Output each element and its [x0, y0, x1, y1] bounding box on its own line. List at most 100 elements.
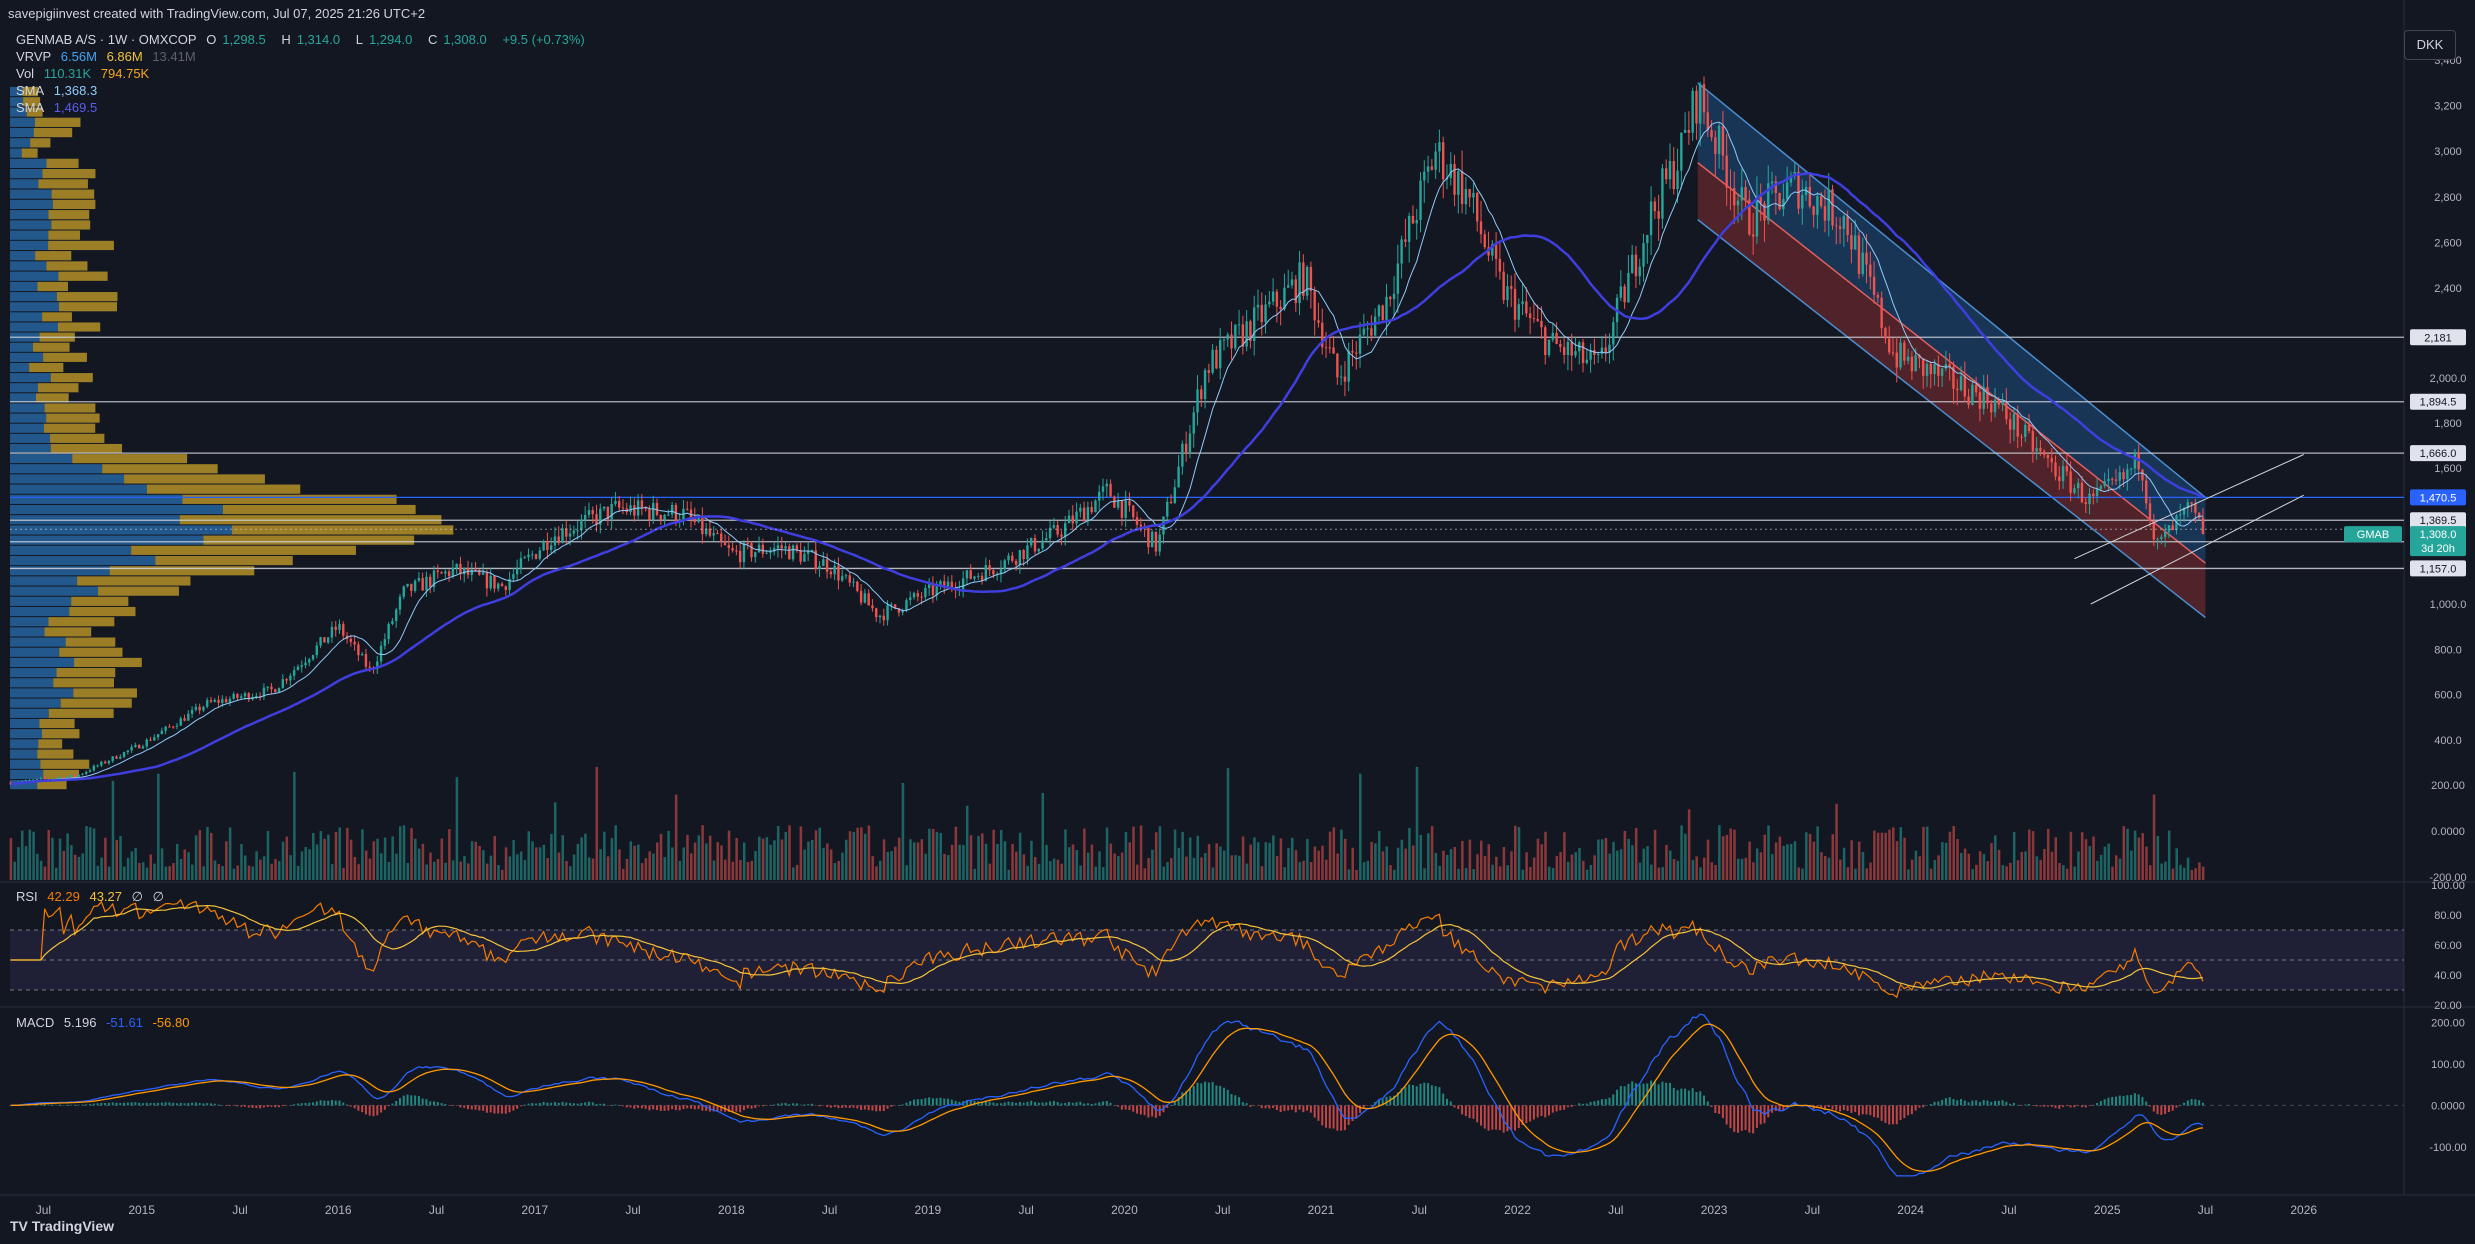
candle-body — [1305, 266, 1309, 296]
symbol-legend[interactable]: GENMAB A/S · 1W · OMXCOP O 1,298.5 H 1,314… — [16, 32, 585, 47]
volume-bar — [1593, 855, 1596, 880]
volume-bar — [1219, 846, 1222, 880]
vp-bar-up — [10, 606, 70, 617]
vp-bar-up — [10, 403, 45, 413]
vp-bar-up — [10, 555, 156, 566]
volume-bar — [153, 863, 156, 880]
macd-histogram-bar — [2024, 1104, 2027, 1106]
volume-bar — [92, 828, 96, 880]
candle-body — [243, 693, 247, 697]
macd-histogram-bar — [523, 1104, 526, 1106]
candle-body — [1683, 129, 1687, 133]
candle-body — [2016, 414, 2019, 437]
price-tick-label: 800.0 — [2434, 644, 2462, 656]
candle-body — [833, 565, 836, 575]
volume-bar — [591, 858, 595, 880]
volume-bar — [962, 844, 965, 880]
candle-body — [1479, 221, 1483, 235]
candle-body — [772, 548, 776, 552]
volume-bar — [1147, 858, 1150, 880]
volume-bar — [1529, 867, 1532, 880]
volume-bar — [364, 850, 368, 880]
macd-tick-label: 0.0000 — [2431, 1100, 2465, 1112]
volume-bar — [206, 826, 209, 880]
time-tick-label: 2018 — [718, 1203, 745, 1217]
macd-histogram-bar — [765, 1105, 768, 1106]
macd-histogram-bar — [1340, 1105, 1343, 1131]
volume-bar — [198, 830, 202, 880]
macd-legend[interactable]: MACD 5.196 -51.61 -56.80 — [16, 1015, 190, 1030]
macd-histogram-bar — [2077, 1105, 2080, 1107]
volume-bar — [1011, 843, 1014, 880]
volume-bar — [1438, 865, 1441, 880]
candle-body — [1570, 341, 1573, 356]
macd-histogram-bar — [70, 1104, 73, 1106]
macd-histogram-bar — [1782, 1105, 1785, 1111]
candle-body — [1162, 516, 1165, 535]
candle-body — [2190, 502, 2193, 504]
volume-bar — [141, 862, 145, 880]
macd-histogram-bar — [1944, 1098, 1947, 1106]
macd-histogram-bar — [168, 1102, 171, 1106]
volume-bar — [1937, 855, 1940, 880]
volume-bar — [349, 839, 353, 880]
rsi-legend[interactable]: RSI 42.29 43.27 ∅ ∅ — [16, 889, 164, 904]
macd-histogram-bar — [1313, 1105, 1316, 1118]
macd-histogram-bar — [981, 1102, 984, 1106]
candle-body — [1351, 350, 1354, 353]
volume-bar — [981, 833, 984, 880]
macd-histogram-bar — [1665, 1082, 1668, 1106]
macd-histogram-bar — [894, 1105, 897, 1106]
vrvp-legend[interactable]: VRVP 6.56M 6.86M 13.41M — [16, 49, 196, 64]
candle-body — [1381, 305, 1384, 320]
macd-histogram-bar — [2175, 1105, 2178, 1108]
macd-histogram-bar — [160, 1102, 163, 1106]
macd-histogram-bar — [1283, 1105, 1286, 1111]
tradingview-logo[interactable]: TV TradingView — [10, 1218, 114, 1234]
macd-histogram-bar — [2009, 1103, 2012, 1106]
vp-bar-up — [10, 240, 49, 251]
candle-body — [2197, 512, 2201, 518]
candle-body — [1982, 387, 1985, 409]
candle-body — [1676, 170, 1679, 189]
macd-histogram-bar — [2114, 1096, 2117, 1106]
candle-body — [493, 575, 496, 589]
vp-bar-down — [50, 433, 105, 443]
volume-bar — [100, 857, 103, 880]
candle-body — [1472, 192, 1475, 198]
candle-body — [168, 726, 171, 728]
sma-fast-legend[interactable]: SMA 1,368.3 — [16, 83, 98, 98]
volume-bar — [73, 854, 77, 880]
volume-legend[interactable]: Vol 110.31K 794.75K — [16, 66, 150, 81]
currency-button[interactable]: DKK — [2404, 30, 2456, 60]
candle-body — [1733, 188, 1736, 206]
vp-bar-up — [10, 230, 49, 240]
sma-slow-legend[interactable]: SMA 1,469.5 — [16, 100, 98, 115]
macd-histogram-bar — [1642, 1083, 1645, 1106]
volume-bar — [1098, 851, 1101, 880]
volume-bar — [1778, 836, 1782, 880]
macd-histogram-bar — [1555, 1105, 1558, 1112]
macd-histogram-bar — [1011, 1101, 1014, 1106]
volume-bar — [376, 838, 379, 880]
candle-body — [1997, 399, 2001, 405]
candle-body — [504, 586, 508, 590]
volume-bar — [1740, 858, 1744, 880]
macd-histogram-bar — [1192, 1086, 1195, 1106]
candle-body — [96, 765, 99, 767]
candle-body — [1109, 483, 1112, 497]
macd-histogram-bar — [1230, 1094, 1233, 1106]
vp-bar-up — [10, 413, 47, 423]
candle-body — [421, 578, 424, 591]
macd-histogram-bar — [357, 1105, 360, 1111]
candle-body — [1865, 252, 1868, 265]
macd-histogram-bar — [996, 1103, 999, 1106]
candle-body — [803, 553, 806, 562]
volume-bar — [765, 837, 769, 880]
candle-body — [1124, 500, 1127, 518]
candle-body — [73, 774, 77, 777]
vp-bar-up — [10, 780, 38, 790]
volume-bar — [232, 868, 236, 880]
